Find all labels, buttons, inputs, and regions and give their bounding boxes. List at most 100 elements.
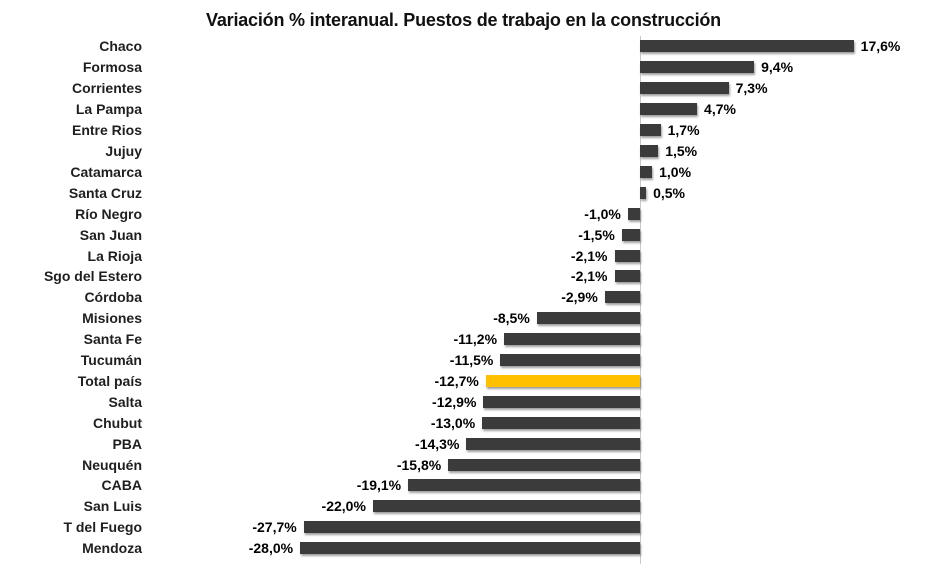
- value-label: -13,0%: [430, 414, 476, 431]
- plot-area: -1,5%: [148, 224, 927, 245]
- value-label: 9,4%: [761, 59, 794, 76]
- category-label: Chaco: [99, 38, 142, 55]
- value-label: -2,9%: [561, 289, 598, 306]
- plot-area: -13,0%: [148, 412, 927, 433]
- category-label: Corrientes: [71, 80, 142, 97]
- bar: [640, 124, 661, 137]
- value-label: -8,5%: [493, 310, 530, 327]
- zero-axis-line: [640, 36, 641, 564]
- value-label: -11,5%: [449, 352, 494, 369]
- bar: [303, 521, 640, 534]
- category-label: La Pampa: [75, 101, 142, 118]
- value-label: 4,7%: [704, 101, 736, 118]
- chart-row: Neuquén -15,8%: [0, 454, 927, 475]
- category-label: Santa Fe: [83, 331, 142, 348]
- chart-row: Tucumán -11,5%: [0, 350, 927, 371]
- value-label: -2,1%: [570, 247, 608, 264]
- category-label: Río Negro: [75, 205, 142, 222]
- bar-highlight: [485, 374, 640, 387]
- plot-area: -28,0%: [148, 538, 927, 559]
- bar: [504, 333, 640, 346]
- plot-area: -2,9%: [148, 287, 927, 308]
- category-label: Jujuy: [105, 142, 142, 159]
- category-label: CABA: [101, 477, 142, 494]
- chart-row: San Luis -22,0%: [0, 496, 927, 517]
- plot-area: -8,5%: [148, 308, 927, 329]
- bar: [640, 165, 653, 178]
- chart-title: Variación % interanual. Puestos de traba…: [206, 10, 721, 30]
- chart-row: Misiones -8,5%: [0, 308, 927, 329]
- category-label: Chubut: [93, 414, 142, 431]
- chart-row: Jujuy 1,5%: [0, 141, 927, 162]
- value-label: 1,5%: [665, 142, 698, 159]
- bar: [483, 395, 640, 408]
- plot-area: -2,1%: [148, 245, 927, 266]
- chart-row: La Pampa 4,7%: [0, 99, 927, 120]
- category-label: Total país: [77, 372, 142, 389]
- value-label: -27,7%: [252, 519, 297, 536]
- category-label: La Rioja: [87, 247, 142, 264]
- bar: [536, 312, 640, 325]
- category-label: Santa Cruz: [68, 184, 142, 201]
- category-label: Neuquén: [82, 456, 142, 473]
- chart-rows: Chaco 17,6% Formosa 9,4% Corrientes 7,3% La Pa…: [0, 36, 927, 559]
- bar: [372, 500, 640, 513]
- category-label: Catamarca: [70, 163, 142, 180]
- plot-area: -2,1%: [148, 266, 927, 287]
- category-label: T del Fuego: [63, 519, 142, 536]
- bar: [448, 458, 640, 471]
- bar: [640, 82, 729, 95]
- category-label: PBA: [112, 435, 142, 452]
- chart-row: Chaco 17,6%: [0, 36, 927, 57]
- value-label: -12,7%: [434, 372, 479, 389]
- chart-row: Salta -12,9%: [0, 391, 927, 412]
- bar: [614, 270, 640, 283]
- plot-area: 0,5%: [148, 182, 927, 203]
- chart-row: Sgo del Estero -2,1%: [0, 266, 927, 287]
- category-label: Formosa: [82, 59, 142, 76]
- plot-area: 4,7%: [148, 99, 927, 120]
- category-label: Misiones: [82, 310, 142, 327]
- value-label: -12,9%: [432, 393, 477, 410]
- bar: [640, 61, 755, 74]
- chart-row: T del Fuego -27,7%: [0, 517, 927, 538]
- chart-row: Córdoba -2,9%: [0, 287, 927, 308]
- plot-area: -15,8%: [148, 454, 927, 475]
- chart-row: Catamarca 1,0%: [0, 161, 927, 182]
- category-label: Tucumán: [80, 352, 142, 369]
- plot-area: -19,1%: [148, 475, 927, 496]
- bar: [640, 144, 659, 157]
- value-label: -28,0%: [248, 540, 294, 557]
- value-label: -1,0%: [584, 205, 621, 222]
- plot-area: -14,3%: [148, 433, 927, 454]
- value-label: 7,3%: [735, 80, 768, 97]
- value-label: -22,0%: [321, 498, 366, 515]
- plot-area: -1,0%: [148, 203, 927, 224]
- bar: [482, 416, 640, 429]
- chart-row: PBA -14,3%: [0, 433, 927, 454]
- plot-area: -12,7%: [148, 371, 927, 392]
- value-label: -11,2%: [453, 331, 498, 348]
- plot-area: -27,7%: [148, 517, 927, 538]
- plot-area: 7,3%: [148, 78, 927, 99]
- bar: [621, 228, 640, 241]
- chart-row: Mendoza -28,0%: [0, 538, 927, 559]
- chart-row: Corrientes 7,3%: [0, 78, 927, 99]
- plot-area: -22,0%: [148, 496, 927, 517]
- chart-row: CABA -19,1%: [0, 475, 927, 496]
- bar: [640, 103, 698, 116]
- bar: [500, 354, 640, 367]
- category-label: Salta: [108, 393, 142, 410]
- plot-area: 17,6%: [148, 36, 927, 57]
- category-label: Sgo del Estero: [43, 268, 142, 285]
- value-label: -19,1%: [356, 477, 402, 494]
- chart-row: La Rioja -2,1%: [0, 245, 927, 266]
- chart-row: San Juan -1,5%: [0, 224, 927, 245]
- category-label: Mendoza: [82, 540, 142, 557]
- category-label: San Juan: [79, 226, 142, 243]
- bar: [640, 186, 647, 199]
- value-label: -2,1%: [570, 268, 608, 285]
- bar: [466, 437, 640, 450]
- plot-area: -12,9%: [148, 391, 927, 412]
